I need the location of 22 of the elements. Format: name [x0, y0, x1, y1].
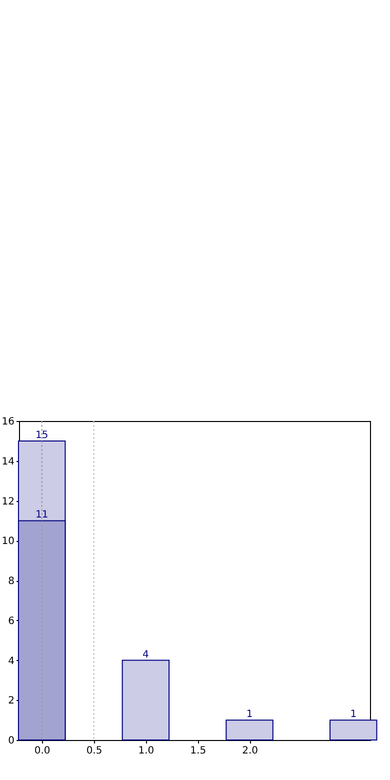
- x-tick-label: 0.5: [86, 746, 102, 756]
- y-tick-label: 6: [8, 616, 14, 627]
- y-tick-label: 4: [8, 656, 14, 667]
- data-label: 1: [350, 709, 357, 720]
- x-tick-label: 1.5: [190, 746, 206, 756]
- y-tick-label: 8: [8, 576, 14, 587]
- y-tick-label: 2: [8, 696, 14, 707]
- data-label: 4: [142, 649, 149, 660]
- data-label: 15: [35, 430, 48, 441]
- y-tick-label: 0: [8, 736, 14, 746]
- y-tick-label: 10: [2, 536, 14, 548]
- y-tick-label: 16: [2, 416, 14, 428]
- data-label: 1: [246, 709, 253, 720]
- data-label: 11: [35, 510, 48, 521]
- y-tick-label: 12: [2, 496, 14, 508]
- x-tick-label: 0.0: [34, 746, 50, 756]
- bar: [122, 660, 170, 740]
- y-tick-label: 14: [2, 456, 14, 468]
- x-tick-label: 2.0: [242, 746, 258, 756]
- bar: [226, 720, 274, 740]
- bar: [330, 720, 378, 740]
- x-tick-label: 1.0: [138, 746, 154, 756]
